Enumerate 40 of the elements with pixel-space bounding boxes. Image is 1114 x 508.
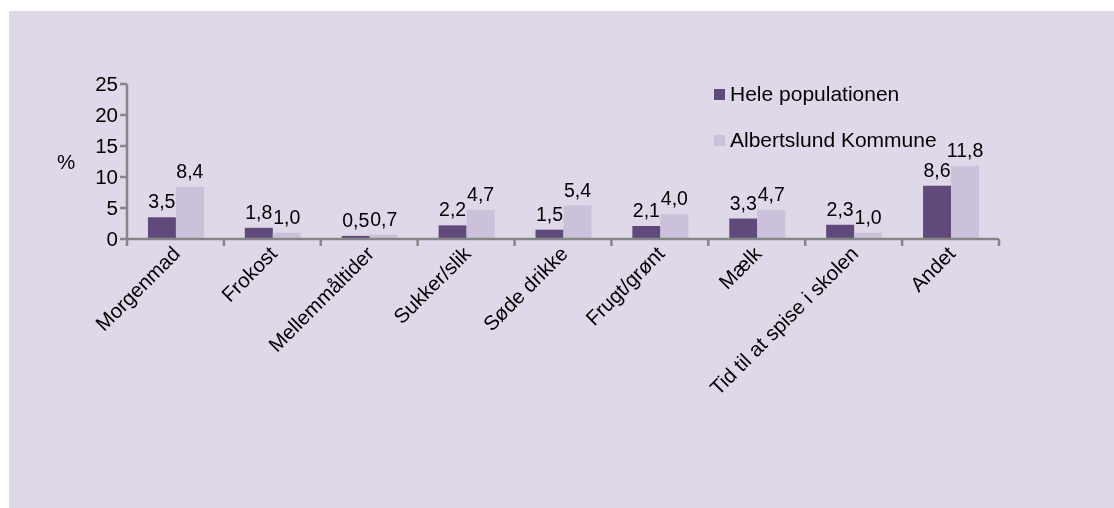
y-tick-label: 25 bbox=[95, 72, 118, 96]
bar bbox=[175, 186, 204, 239]
data-label: 4,0 bbox=[660, 187, 689, 210]
bar bbox=[951, 165, 980, 239]
bar bbox=[438, 225, 467, 239]
data-label: 0,7 bbox=[370, 207, 398, 230]
data-label: 8,6 bbox=[923, 158, 951, 181]
y-tick-label: 5 bbox=[106, 196, 118, 220]
bar bbox=[147, 217, 176, 239]
y-tick-label: 20 bbox=[95, 103, 118, 127]
legend-label: Hele populationen bbox=[730, 82, 900, 106]
bar bbox=[757, 209, 786, 239]
bar bbox=[826, 224, 855, 239]
bar bbox=[244, 227, 273, 239]
y-tick-label: 0 bbox=[106, 227, 118, 251]
data-label: 8,4 bbox=[176, 159, 204, 182]
bar bbox=[729, 218, 758, 239]
data-label: 1,0 bbox=[273, 205, 301, 228]
bar bbox=[563, 205, 592, 239]
data-label: 3,3 bbox=[729, 191, 757, 214]
data-label: 0,5 bbox=[342, 208, 370, 231]
data-label: 3,5 bbox=[148, 190, 176, 213]
bar bbox=[660, 214, 689, 239]
data-label: 11,8 bbox=[946, 138, 984, 161]
data-label: 1,0 bbox=[854, 205, 882, 228]
data-label: 4,7 bbox=[467, 182, 495, 205]
bar bbox=[632, 225, 661, 239]
data-label: 1,8 bbox=[245, 200, 273, 223]
y-tick-label: 10 bbox=[95, 165, 118, 189]
data-label: 2,3 bbox=[826, 197, 854, 220]
y-axis-title: % bbox=[56, 150, 76, 173]
data-label: 5,4 bbox=[563, 178, 592, 201]
bar bbox=[466, 209, 495, 239]
data-label: 2,1 bbox=[632, 198, 660, 221]
data-label: 2,2 bbox=[439, 198, 467, 221]
y-tick-label: 15 bbox=[95, 134, 118, 158]
bar bbox=[923, 185, 952, 239]
data-label: 1,5 bbox=[535, 202, 564, 225]
data-label: 4,7 bbox=[757, 182, 785, 205]
legend-label: Albertslund Kommune bbox=[730, 128, 937, 152]
